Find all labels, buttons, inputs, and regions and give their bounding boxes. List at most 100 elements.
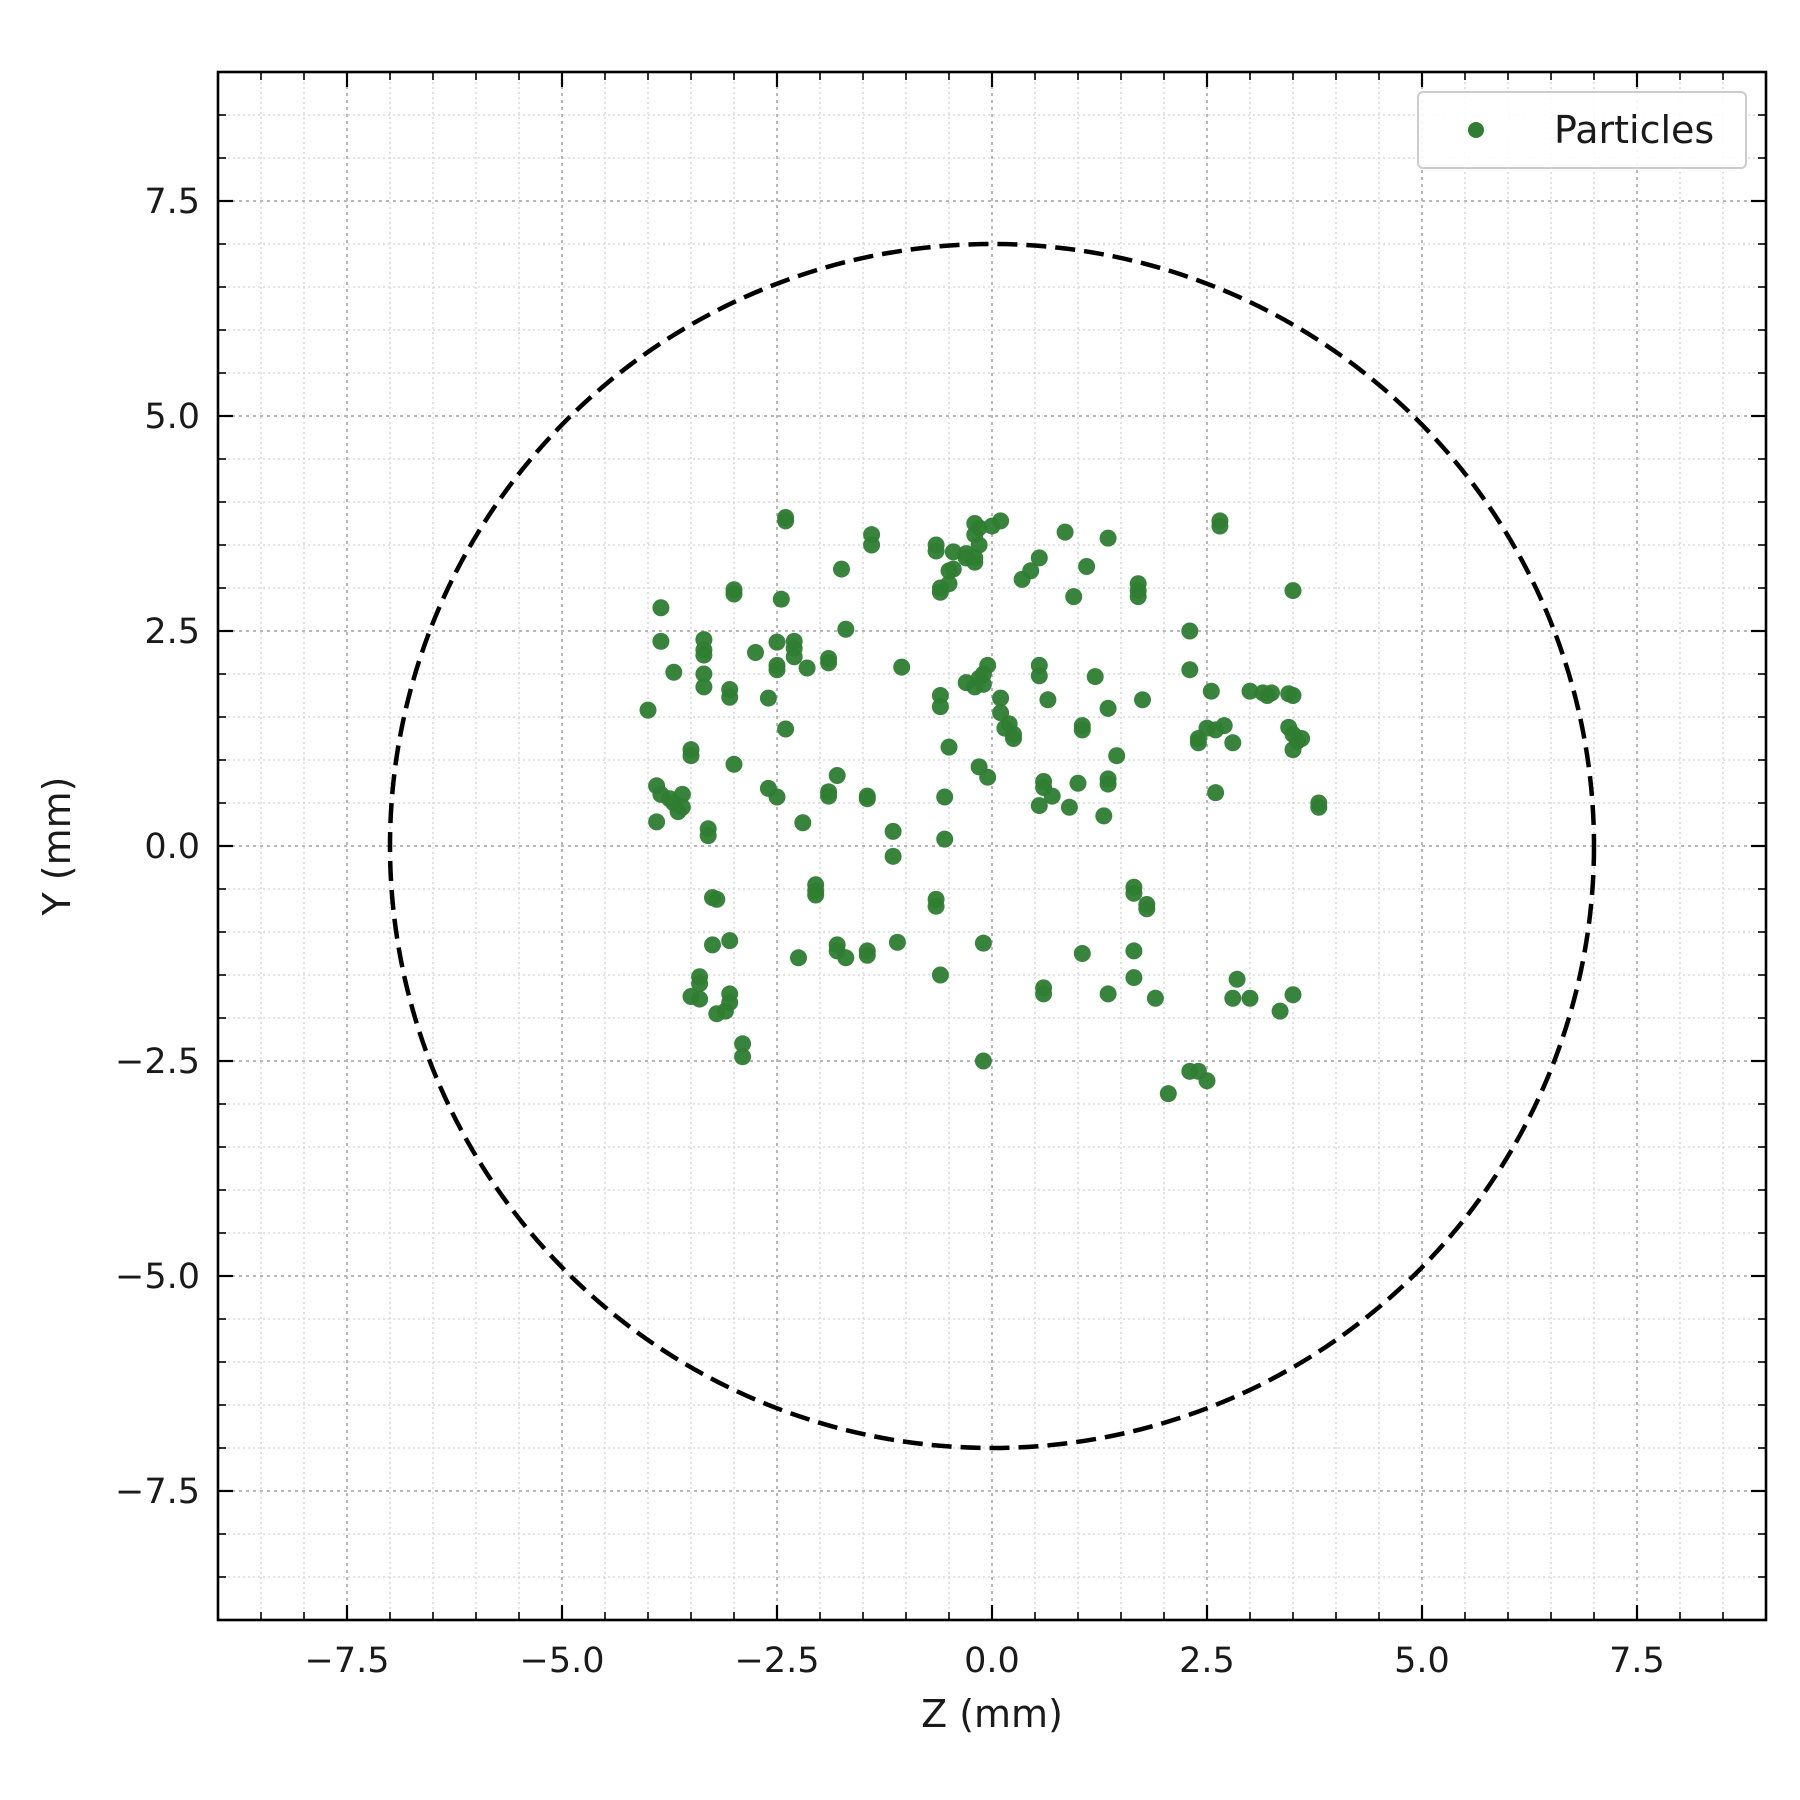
scatter-point — [1189, 734, 1207, 752]
scatter-point — [833, 560, 850, 578]
scatter-point — [1108, 747, 1126, 765]
scatter-point — [682, 747, 700, 765]
x-tick-label: −5.0 — [520, 1641, 605, 1681]
scatter-point — [1125, 969, 1143, 987]
scatter-point — [1211, 517, 1229, 535]
x-tick-labels: −7.5 −5.0 −2.5 0.0 2.5 5.0 7.5 — [305, 1641, 1665, 1681]
scatter-point — [691, 990, 709, 1008]
scatter-point — [1159, 1085, 1177, 1103]
scatter-point — [970, 536, 988, 554]
scatter-point — [1138, 900, 1156, 918]
scatter-point — [974, 1052, 992, 1070]
scatter-point — [1065, 588, 1083, 606]
scatter-point — [858, 946, 876, 964]
scatter-point — [1043, 787, 1061, 805]
scatter-point — [1073, 721, 1091, 739]
legend-label: Particles — [1554, 108, 1714, 152]
scatter-point — [721, 932, 739, 950]
scatter-point — [820, 654, 838, 672]
scatter-point — [725, 585, 743, 603]
scatter-point — [1207, 784, 1225, 802]
scatter-point — [725, 755, 743, 773]
scatter-point — [1263, 684, 1280, 702]
scatter-point — [794, 814, 812, 832]
scatter-point — [1284, 687, 1302, 704]
scatter-point — [884, 822, 902, 840]
scatter-point — [1069, 774, 1087, 792]
scatter-point — [1224, 734, 1242, 752]
scatter-point — [673, 798, 691, 816]
scatter-point — [777, 512, 795, 530]
scatter-point — [1073, 945, 1091, 962]
scatter-point — [747, 644, 764, 661]
scatter-point — [1078, 558, 1096, 575]
x-tick-label: 0.0 — [964, 1641, 1020, 1681]
scatter-point — [957, 674, 975, 692]
scatter-point — [1241, 682, 1259, 700]
scatter-point — [699, 827, 717, 845]
scatter-point — [979, 768, 997, 786]
scatter-point — [1293, 730, 1311, 747]
scatter-point — [1086, 668, 1104, 686]
scatter-point — [648, 813, 666, 831]
y-tick-label: −5.0 — [115, 1257, 200, 1297]
legend-marker — [1468, 122, 1484, 138]
scatter-point — [837, 949, 855, 967]
scatter-point — [665, 663, 683, 681]
scatter-point — [931, 698, 949, 716]
scatter-point — [734, 1035, 752, 1053]
scatter-point — [1022, 562, 1040, 580]
scatter-point — [768, 661, 786, 679]
scatter-point — [1125, 884, 1143, 902]
scatter-point — [734, 1048, 752, 1066]
scatter-point — [708, 890, 726, 908]
scatter-point — [1039, 691, 1057, 709]
scatter-point — [1129, 588, 1147, 606]
y-tick-label: −2.5 — [115, 1042, 200, 1082]
scatter-point — [974, 934, 992, 952]
scatter-points — [639, 508, 1328, 1103]
scatter-point — [936, 788, 954, 806]
scatter-point — [652, 632, 670, 650]
x-tick-label: 2.5 — [1179, 1641, 1235, 1681]
legend: Particles — [1417, 91, 1747, 169]
scatter-point — [940, 738, 958, 756]
scatter-point — [944, 543, 962, 561]
scatter-point — [858, 790, 876, 808]
scatter-point — [1284, 986, 1302, 1004]
y-tick-label: 2.5 — [144, 612, 200, 652]
scatter-point — [798, 659, 816, 677]
scatter-point — [1271, 1002, 1289, 1020]
scatter-point — [1310, 798, 1328, 816]
scatter-point — [828, 766, 846, 784]
y-tick-label: 0.0 — [144, 827, 200, 867]
scatter-point — [695, 665, 713, 683]
scatter-point — [992, 689, 1010, 707]
y-axis-label: Y (mm) — [35, 777, 79, 917]
scatter-point — [807, 886, 825, 904]
scatter-point — [1030, 549, 1048, 567]
scatter-point — [777, 720, 795, 738]
x-tick-label: −7.5 — [305, 1641, 390, 1681]
boundary-circle-layer — [387, 241, 1597, 1451]
scatter-point — [785, 648, 803, 666]
scatter-point — [1030, 797, 1048, 815]
scatter-point — [1030, 667, 1048, 685]
scatter-point — [893, 658, 911, 676]
scatter-point — [1035, 985, 1053, 1003]
y-tick-labels: −7.5 −5.0 −2.5 0.0 2.5 5.0 7.5 — [115, 182, 200, 1512]
x-tick-label: −2.5 — [735, 1641, 820, 1681]
scatter-point — [1099, 529, 1117, 547]
scatter-point — [768, 788, 786, 806]
scatter-point — [691, 975, 709, 993]
scatter-point — [652, 599, 670, 617]
scatter-point — [1202, 682, 1220, 700]
scatter-point — [1099, 775, 1117, 793]
scatter-point — [888, 933, 906, 951]
scatter-point — [1228, 970, 1246, 988]
scatter-point — [695, 646, 713, 664]
scatter-point — [704, 936, 721, 954]
scatter-point — [1224, 989, 1242, 1007]
scatter-point — [695, 678, 713, 696]
